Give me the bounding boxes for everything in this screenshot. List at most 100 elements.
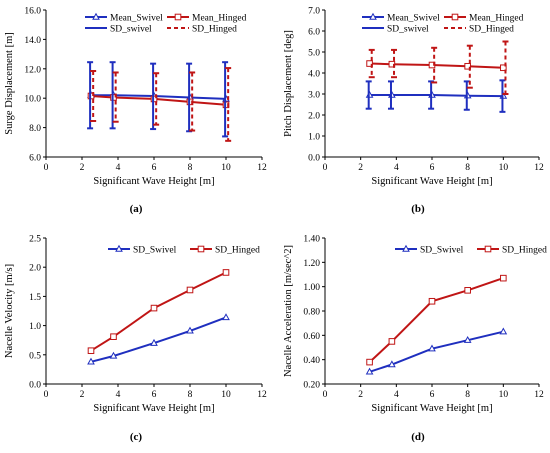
legend-label: SD_swivel (387, 25, 429, 35)
y-axis-label: Nacelle Velocity [m/s] (4, 264, 15, 358)
y-tick-label: 2.0 (29, 264, 41, 274)
data-point-marker (500, 274, 507, 282)
y-tick-label: 0.5 (29, 351, 41, 361)
legend-marker (174, 13, 182, 21)
x-tick-label: 6 (430, 390, 435, 400)
series-line-sd-hinged (368, 277, 504, 363)
legend-label: Mean_Hinged (192, 14, 247, 24)
x-tick-label: 2 (358, 390, 363, 400)
y-tick-label: 6.0 (29, 154, 41, 164)
x-tick-label: 6 (430, 163, 435, 173)
x-tick-label: 10 (499, 163, 509, 173)
y-tick-label: 0.0 (29, 381, 41, 391)
x-axis-label: Significant Wave Height [m] (371, 403, 492, 414)
panel-caption: (b) (411, 203, 425, 215)
x-tick-label: 8 (188, 390, 193, 400)
legend-marker (197, 245, 205, 253)
x-tick-label: 0 (44, 390, 49, 400)
x-axis-label: Significant Wave Height [m] (371, 176, 492, 187)
y-tick-label: 7.0 (308, 7, 320, 17)
chart-panel-c: 0 2 4 6 8 10 12 0.0 0.5 1.0 1.5 2.0 2.5 Significant W… (4, 235, 267, 444)
panel-caption: (a) (130, 203, 143, 215)
legend-label: SD_Hinged (192, 25, 237, 35)
legend-label: Mean_Swivel (387, 14, 440, 24)
x-tick-label: 0 (323, 163, 328, 173)
data-point-marker (109, 351, 118, 359)
data-point-marker (222, 269, 230, 276)
y-tick-label: 0.0 (308, 154, 320, 164)
y-tick-label: 1.20 (303, 259, 320, 269)
x-axis-label: Significant Wave Height [m] (93, 403, 214, 414)
y-tick-label: 0.60 (303, 332, 320, 342)
chart-panel-b: 0 2 4 6 8 10 12 0.0 1.0 2.0 3.0 4.0 5.0 6.0 7.0 Signifi… (283, 7, 544, 216)
x-tick-label: 4 (116, 163, 121, 173)
x-tick-label: 4 (394, 390, 399, 400)
legend-label: Mean_Swivel (110, 14, 163, 24)
panel-caption: (d) (411, 431, 425, 443)
y-tick-label: 2.0 (308, 112, 320, 122)
y-axis-label: Pitch Displacement [deg] (283, 30, 294, 137)
data-point-marker (222, 313, 230, 321)
legend-marker (92, 12, 100, 20)
x-tick-label: 8 (188, 163, 193, 173)
x-tick-label: 10 (221, 163, 231, 173)
data-point-marker (388, 360, 396, 368)
data-point-marker (87, 357, 95, 365)
chart-panel-a: 0 2 4 6 8 10 12 6.0 8.0 10.0 12.0 14.0 16.0 Significa… (4, 7, 267, 216)
x-tick-label: 12 (257, 163, 267, 173)
data-point-marker (428, 297, 436, 305)
y-tick-label: 1.40 (303, 235, 320, 245)
legend-label: SD_Swivel (133, 246, 177, 256)
legend-label: SD_Swivel (420, 246, 464, 256)
x-tick-label: 12 (534, 163, 544, 173)
x-tick-label: 0 (323, 390, 328, 400)
y-tick-label: 5.0 (308, 49, 320, 59)
data-point-marker (150, 338, 158, 346)
x-tick-label: 12 (534, 390, 544, 400)
y-axis-label: Nacelle Acceleration [m/sec^2] (283, 245, 294, 377)
x-axis-label: Significant Wave Height [m] (93, 176, 214, 187)
y-tick-label: 1.5 (29, 293, 41, 303)
y-tick-label: 2.5 (29, 235, 41, 245)
x-tick-label: 2 (358, 163, 363, 173)
data-point-marker (499, 327, 508, 335)
legend-label: Mean_Hinged (469, 14, 524, 24)
y-tick-label: 12.0 (24, 65, 41, 75)
y-tick-label: 0.40 (303, 356, 320, 366)
x-tick-label: 8 (465, 390, 470, 400)
data-point-marker (87, 347, 95, 355)
data-point-marker (463, 335, 472, 343)
legend-label: SD_Hinged (502, 246, 547, 256)
legend-label: SD_swivel (110, 25, 152, 35)
x-tick-label: 12 (257, 390, 267, 400)
panel-caption: (c) (130, 431, 143, 443)
y-tick-label: 3.0 (308, 91, 320, 101)
legend-marker (451, 13, 459, 21)
data-point-marker (366, 60, 373, 67)
data-point-marker (388, 338, 396, 345)
y-tick-label: 6.0 (308, 28, 320, 38)
x-tick-label: 10 (499, 390, 509, 400)
x-tick-label: 0 (44, 163, 49, 173)
y-tick-label: 16.0 (24, 7, 41, 17)
y-tick-label: 1.00 (303, 283, 320, 293)
data-point-marker (150, 304, 158, 312)
x-tick-label: 2 (80, 163, 85, 173)
data-point-marker (500, 64, 507, 72)
legend-marker (402, 244, 410, 252)
chart-panel-d: 0 2 4 6 8 10 12 0.20 0.40 0.60 0.80 1.00 1.20 1.40 Sig… (283, 235, 547, 444)
legend-label: SD_Hinged (469, 25, 514, 35)
x-tick-label: 10 (221, 390, 231, 400)
y-tick-label: 4.0 (308, 70, 320, 80)
x-tick-label: 6 (152, 163, 157, 173)
x-tick-label: 8 (465, 163, 470, 173)
legend-marker (484, 245, 492, 253)
legend-marker (369, 12, 377, 20)
y-tick-label: 8.0 (29, 124, 41, 134)
x-tick-label: 2 (80, 390, 85, 400)
data-point-marker (365, 367, 374, 375)
x-tick-label: 4 (394, 163, 399, 173)
y-axis-label: Surge Displacement [m] (4, 32, 15, 134)
